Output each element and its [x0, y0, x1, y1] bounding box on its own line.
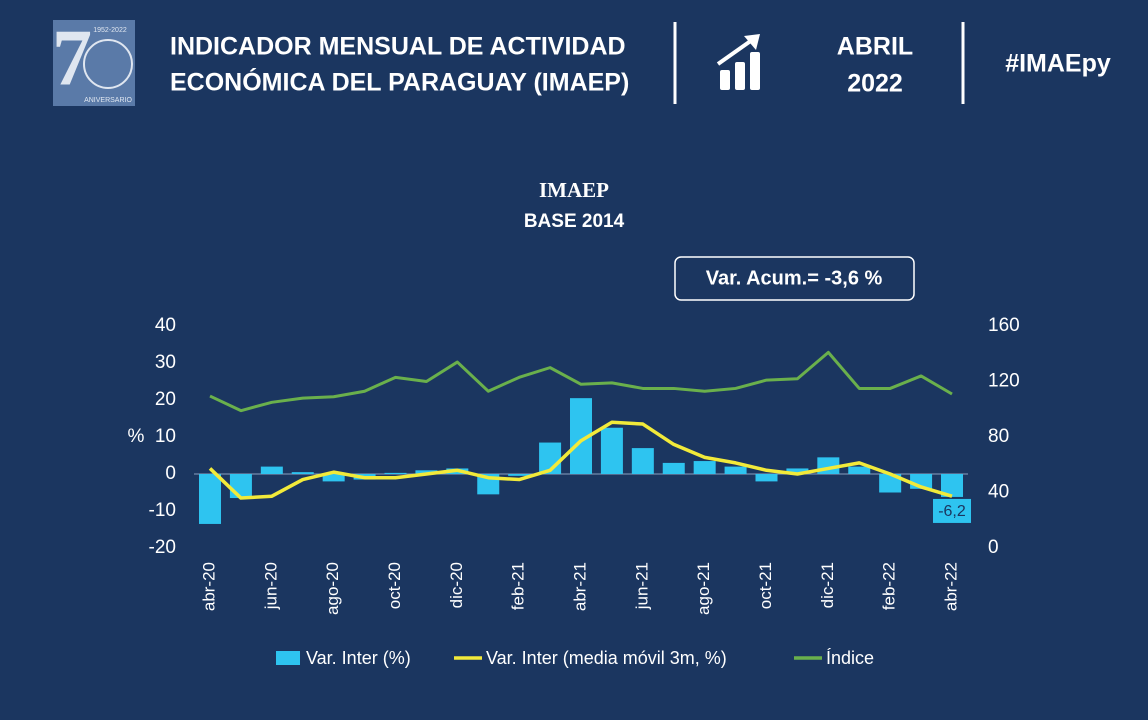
bar	[941, 474, 963, 497]
period: 2022	[847, 70, 903, 98]
x-tick-label: jun-21	[632, 562, 651, 610]
bar	[848, 466, 871, 474]
value-label: -6,2	[938, 503, 966, 520]
y-tick-label: 40	[155, 315, 176, 336]
y-tick-label: 20	[155, 389, 176, 410]
bar	[322, 474, 345, 482]
logo: 7 1952-2022 ANIVERSARIO	[52, 14, 135, 106]
line	[208, 420, 953, 500]
legend-label: Índice	[826, 648, 874, 668]
bar	[508, 474, 531, 476]
legend-swatch	[276, 651, 300, 665]
bar	[199, 474, 221, 524]
chart-subtitle: BASE 2014	[524, 211, 625, 232]
x-tick-label: ago-20	[323, 562, 342, 615]
y-tick-label: 0	[165, 463, 176, 484]
x-tick-label: oct-20	[385, 562, 404, 609]
bar	[570, 398, 592, 474]
bar	[693, 461, 716, 474]
y-tick-label: 30	[155, 352, 176, 373]
y2-tick-label: 0	[988, 537, 999, 558]
logo-text: ANIVERSARIO	[84, 97, 132, 104]
hashtag: #IMAEpy	[1005, 50, 1111, 78]
x-tick-label: oct-21	[756, 562, 775, 609]
line	[209, 350, 953, 413]
y-tick-label: -20	[149, 537, 176, 558]
bar	[260, 466, 283, 474]
x-tick-label: dic-21	[818, 562, 837, 608]
x-tick-label: feb-21	[509, 562, 528, 610]
bar	[384, 472, 407, 474]
annotation: Var. Acum.= -3,6 %	[706, 267, 883, 289]
y2-tick-label: 120	[988, 371, 1020, 392]
bar	[724, 466, 747, 474]
bar	[600, 427, 623, 474]
x-tick-label: jun-20	[261, 562, 280, 610]
y-tick-label: 10	[155, 426, 176, 447]
x-tick-label: abr-21	[570, 562, 589, 611]
x-tick-label: abr-20	[199, 562, 218, 611]
y2-tick-label: 40	[988, 482, 1009, 503]
legend-label: Var. Inter (media móvil 3m, %)	[486, 648, 727, 668]
logo-years: 1952-2022	[93, 27, 127, 34]
x-tick-label: abr-22	[941, 562, 960, 611]
bar	[631, 448, 654, 474]
y-axis-title: %	[128, 426, 145, 447]
x-tick-label: ago-21	[694, 562, 713, 615]
x-tick-label: dic-20	[447, 562, 466, 608]
legend-label: Var. Inter (%)	[306, 648, 411, 668]
x-tick-label: feb-22	[880, 562, 899, 610]
y-tick-label: -10	[149, 500, 176, 521]
annotation-box	[674, 256, 915, 301]
header-title: INDICADOR MENSUAL DE ACTIVIDAD	[170, 33, 626, 61]
bar	[662, 462, 685, 474]
header-title: ECONÓMICA DEL PARAGUAY (IMAEP)	[170, 67, 629, 97]
y2-tick-label: 160	[988, 315, 1020, 336]
bar	[229, 474, 252, 499]
bar	[879, 474, 902, 493]
chart-title: IMAEP	[539, 178, 609, 202]
bar	[755, 474, 778, 482]
value-label-box	[933, 498, 971, 523]
growth-icon	[716, 34, 760, 90]
bar	[291, 472, 314, 474]
y2-tick-label: 80	[988, 426, 1009, 447]
svg-text:7: 7	[52, 14, 92, 102]
bar	[786, 468, 809, 474]
period: ABRIL	[837, 33, 913, 61]
bar	[415, 470, 438, 474]
